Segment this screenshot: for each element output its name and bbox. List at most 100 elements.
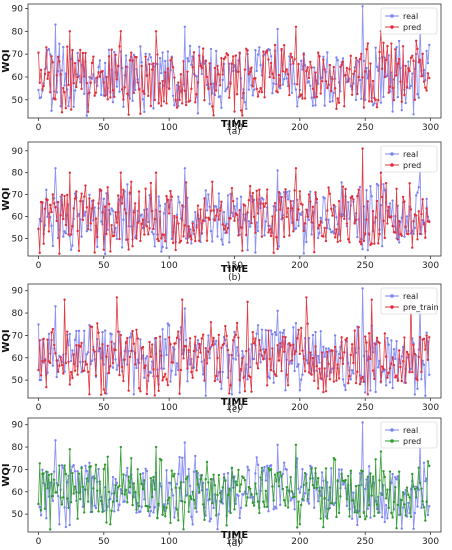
x-tick-label: 0 <box>36 123 42 133</box>
data-point <box>157 239 160 243</box>
data-point <box>412 59 415 63</box>
data-point <box>267 329 270 332</box>
data-point <box>390 215 393 218</box>
data-point <box>379 450 383 453</box>
data-point <box>169 343 172 346</box>
data-point <box>166 322 170 325</box>
data-point <box>77 59 81 62</box>
data-point <box>358 240 362 243</box>
data-point <box>145 504 149 508</box>
data-point <box>248 487 252 490</box>
data-point <box>216 64 219 68</box>
data-point <box>335 216 338 219</box>
data-point <box>72 105 75 109</box>
data-point <box>303 97 307 100</box>
data-point <box>302 53 305 56</box>
data-point <box>280 474 283 478</box>
data-point <box>73 369 77 372</box>
data-point <box>114 477 117 481</box>
data-point <box>126 238 129 241</box>
data-point <box>136 221 139 224</box>
data-point <box>86 227 90 231</box>
data-point <box>237 70 240 73</box>
data-point <box>299 93 303 96</box>
data-point <box>75 85 78 89</box>
data-point <box>307 218 311 222</box>
data-point <box>279 87 282 90</box>
data-point <box>164 372 167 376</box>
data-point <box>286 73 290 76</box>
data-point <box>85 469 89 473</box>
data-point <box>216 356 219 360</box>
data-point <box>194 239 197 243</box>
data-point <box>58 464 61 467</box>
data-point <box>147 233 150 236</box>
data-point <box>120 365 124 369</box>
data-point <box>337 233 341 236</box>
data-point <box>118 237 121 241</box>
data-point <box>356 235 359 239</box>
data-point <box>392 500 396 504</box>
data-point <box>175 84 179 87</box>
data-point <box>383 75 386 79</box>
data-point <box>380 515 384 519</box>
data-point <box>114 53 117 57</box>
data-point <box>94 374 98 377</box>
data-point <box>327 362 330 366</box>
data-point <box>271 72 274 75</box>
data-point <box>282 350 286 353</box>
data-point <box>288 342 291 345</box>
data-point <box>120 246 124 249</box>
data-point <box>164 59 167 63</box>
data-point <box>132 393 136 396</box>
data-point <box>42 472 45 475</box>
data-point <box>332 203 336 207</box>
data-point <box>255 362 258 365</box>
x-axis-label: TIME <box>221 264 248 275</box>
data-point <box>45 46 48 49</box>
data-point <box>422 506 426 509</box>
data-point <box>175 336 179 340</box>
data-point <box>414 39 418 43</box>
data-point <box>384 384 388 387</box>
data-point <box>111 366 115 369</box>
data-point <box>208 356 211 360</box>
data-point <box>324 239 328 243</box>
data-point <box>392 348 396 351</box>
data-point <box>396 503 400 507</box>
data-point <box>237 468 240 472</box>
data-point <box>101 211 104 214</box>
data-point <box>126 92 129 96</box>
data-point <box>298 523 302 526</box>
data-point <box>322 525 325 529</box>
data-point <box>145 73 149 77</box>
data-point <box>177 472 180 476</box>
x-tick-label: 0 <box>36 537 42 547</box>
data-point <box>75 344 78 347</box>
data-point <box>366 475 370 479</box>
data-point <box>38 339 41 342</box>
x-tick-label: 100 <box>161 537 178 547</box>
data-point <box>354 381 358 385</box>
data-point <box>222 476 226 479</box>
data-point <box>388 85 392 88</box>
data-point <box>137 504 141 508</box>
data-point <box>425 89 428 92</box>
data-point <box>128 59 132 62</box>
data-point <box>364 487 367 491</box>
data-point <box>417 96 420 99</box>
data-point <box>177 195 180 198</box>
data-point <box>422 80 426 83</box>
data-point <box>428 336 431 339</box>
data-point <box>67 233 70 236</box>
data-point <box>349 469 353 473</box>
data-point <box>326 86 329 90</box>
data-point <box>374 46 377 49</box>
data-point <box>196 81 200 84</box>
data-point <box>143 366 146 370</box>
data-point <box>231 55 235 58</box>
data-point <box>68 96 72 99</box>
data-point <box>88 393 91 396</box>
data-point <box>238 208 241 212</box>
data-point <box>408 371 411 374</box>
